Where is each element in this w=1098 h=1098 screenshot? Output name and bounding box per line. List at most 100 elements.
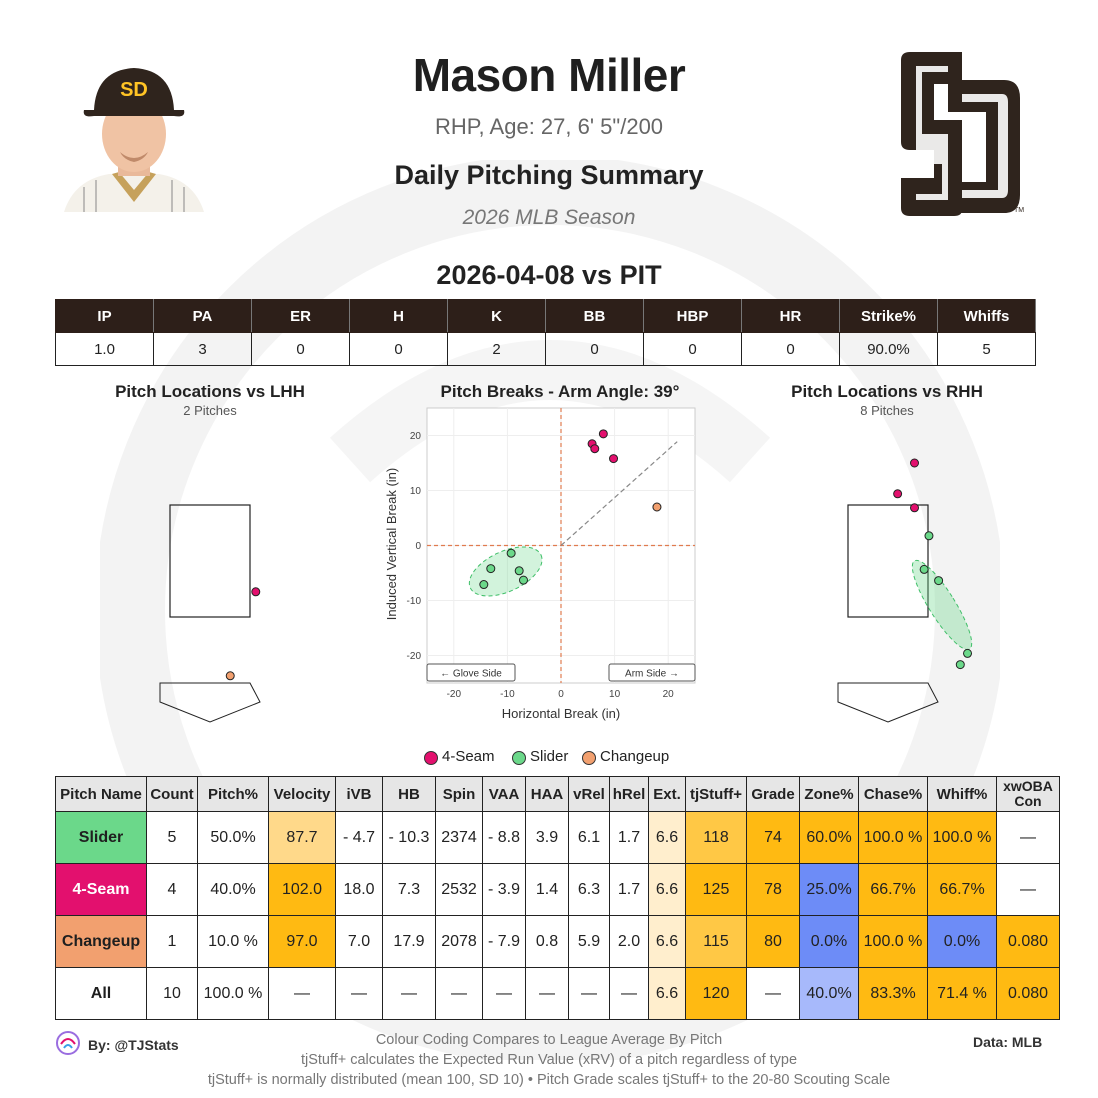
y-axis-label: Induced Vertical Break (in) [384,468,399,620]
stat-header-whiffs: Whiffs [937,299,1036,333]
pitch-metric-cell: — [568,967,610,1020]
col-header-vaa: VAA [482,776,526,812]
pitch-metric-cell: 83.3% [858,967,928,1020]
col-header-pitch-: Pitch% [197,776,269,812]
pitch-metric-cell: 115 [685,915,747,968]
strike-zone [169,504,251,618]
location-point-changeup [225,671,235,681]
location-point-4-seam [251,587,261,597]
location-point-slider [919,564,929,574]
pitch-metric-cell: - 7.9 [482,915,526,968]
tjstats-logo-icon [56,1031,80,1055]
stat-value-whiffs: 5 [937,332,1036,366]
svg-text:TM: TM [1014,207,1024,214]
pitch-metric-cell: - 4.7 [335,811,383,864]
x-tick-label: 0 [558,689,564,700]
pitch-metric-cell: 6.6 [648,967,686,1020]
stat-value-pa: 3 [153,332,252,366]
pitch-metric-cell: 5 [146,811,198,864]
pitch-metric-cell: 6.3 [568,863,610,916]
pitch-metric-cell: 100.0 % [197,967,269,1020]
pitch-point-slider [514,566,524,576]
pitch-metric-cell: — [525,967,569,1020]
pitch-metric-cell: — [268,967,336,1020]
breaks-plot-title: Pitch Breaks - Arm Angle: 39° [440,382,680,401]
location-point-slider [955,660,965,670]
lhh-location-plot [159,504,261,723]
pitch-metric-cell: 78 [746,863,800,916]
pitch-metric-cell: 25.0% [799,863,859,916]
glove-side-label: ← Glove Side [440,669,502,680]
stat-header-hr: HR [741,299,840,333]
pitch-name-cell: Changeup [55,915,147,968]
pitch-metric-cell: 100.0 % [858,915,928,968]
stat-header-pa: PA [153,299,252,333]
footer-author: By: @TJStats [88,1037,179,1053]
rhh-location-plot [837,458,973,723]
summary-title: Daily Pitching Summary [394,160,704,190]
player-headshot: SD [54,52,214,212]
location-point-4-seam [893,489,903,499]
pitch-point-slider [486,564,496,574]
pitch-row-4-seam: 4-Seam 4 40.0% 102.0 18.0 7.3 2532- 3.9 1.4 6.3 1… [55,863,1060,916]
y-tick-label: 20 [410,431,422,442]
pitch-metric-cell: — [996,811,1060,864]
col-header-velocity: Velocity [268,776,336,812]
footnote-colour: Colour Coding Compares to League Average… [375,1032,723,1048]
col-header-count: Count [146,776,198,812]
pitch-metric-cell: 66.7% [858,863,928,916]
col-header-ivb: iVB [335,776,383,812]
pitch-metric-cell: 50.0% [197,811,269,864]
stat-value-bb: 0 [545,332,644,366]
pitch-metric-cell: 87.7 [268,811,336,864]
pitch-metric-cell: 102.0 [268,863,336,916]
pitch-point-slider [518,575,528,585]
home-plate [837,682,939,723]
pitch-metric-cell: 6.6 [648,811,686,864]
glove-side-box: ← Glove Side [426,663,516,682]
pitch-metric-cell: 7.0 [335,915,383,968]
pitch-metric-cell: 1.4 [525,863,569,916]
location-point-4-seam [910,503,920,513]
stat-value-hr: 0 [741,332,840,366]
pitch-metric-cell: 1.7 [609,811,649,864]
strike-zone [847,504,929,618]
pitch-metric-cell: 10 [146,967,198,1020]
legend-slider-label: Slider [530,748,569,765]
season-label: 2026 MLB Season [462,206,636,229]
legend-changeup-marker [582,751,596,765]
pitch-metric-cell: 0.080 [996,967,1060,1020]
pitch-metric-cell: 3.9 [525,811,569,864]
x-tick-label: -20 [447,689,462,700]
pitch-metric-cell: 18.0 [335,863,383,916]
legend-changeup-label: Changeup [600,748,670,765]
pitch-name-cell: Slider [55,811,147,864]
y-tick-label: 10 [410,486,422,497]
pitch-metric-cell: 17.9 [382,915,436,968]
stat-value-er: 0 [251,332,350,366]
col-header-xwoba-con: xwOBA Con [996,776,1060,812]
location-point-slider [924,531,934,541]
game-title: 2026-04-08 vs PIT [436,260,662,290]
pitch-metric-cell: 2374 [435,811,483,864]
pitch-metric-cell: 66.7% [927,863,997,916]
pitch-metric-cell: 0.0% [927,915,997,968]
legend-slider-marker [512,751,526,765]
pitch-row-slider: Slider 5 50.0% 87.7- 4.7- 10.3 2374- 8.8 3.9 6… [55,811,1060,864]
col-header-grade: Grade [746,776,800,812]
slider-cluster-ellipse [911,559,973,651]
pitch-metric-cell: 97.0 [268,915,336,968]
pitch-metric-cell: 80 [746,915,800,968]
pitch-metric-cell: 118 [685,811,747,864]
pitch-metric-cell: 125 [685,863,747,916]
col-header-haa: HAA [525,776,569,812]
pitch-metric-cell: 7.3 [382,863,436,916]
pitch-name-cell: 4-Seam [55,863,147,916]
pitch-metric-cell: 2532 [435,863,483,916]
pitch-metric-cell: 0.8 [525,915,569,968]
footnote-grade: tjStuff+ is normally distributed (mean 1… [207,1072,891,1088]
pitch-metric-cell: 0.080 [996,915,1060,968]
pitch-metric-cell: 40.0% [799,967,859,1020]
legend-four-seam-label: 4-Seam [442,748,495,765]
location-point-4-seam [910,458,920,468]
